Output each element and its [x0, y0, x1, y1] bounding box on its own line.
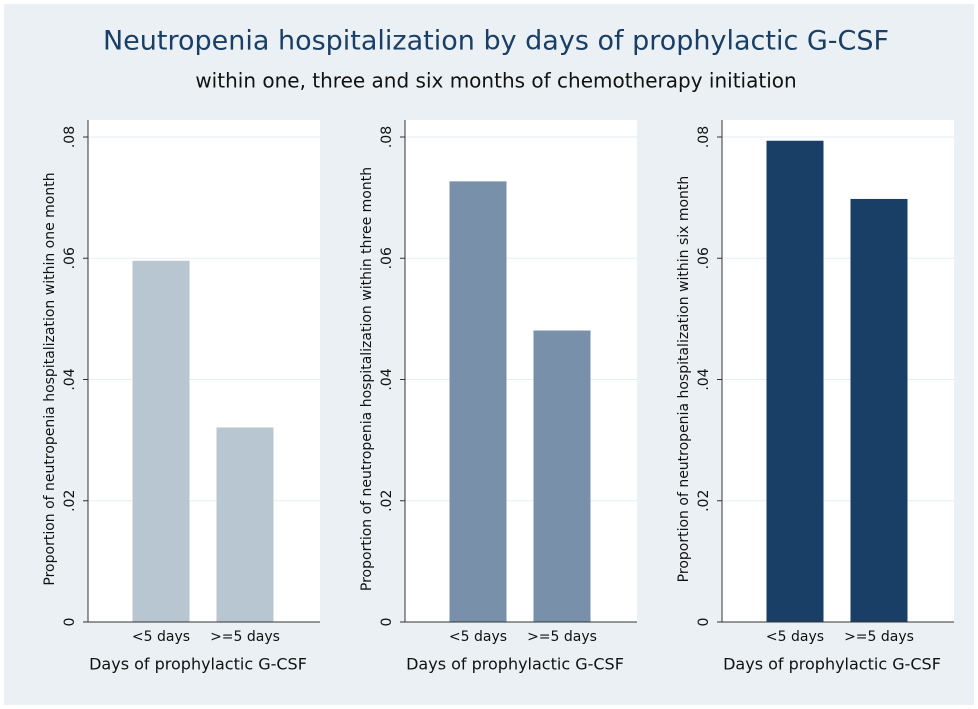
y-axis-title: Proportion of neutropenia hospitalizatio…: [42, 172, 58, 585]
y-tick-label: .02: [379, 490, 395, 512]
y-tick-label: .02: [62, 490, 78, 512]
chart-title: Neutropenia hospitalization by days of p…: [103, 26, 889, 57]
y-tick-label: .02: [696, 490, 712, 512]
y-tick-label: .08: [696, 126, 712, 148]
plot-area: [88, 120, 320, 622]
y-tick-label: .08: [379, 126, 395, 148]
bar: [449, 181, 507, 623]
bar: [216, 427, 274, 623]
bar: [132, 260, 190, 623]
x-axis-title: Days of prophylactic G-CSF: [723, 655, 941, 674]
x-axis-title: Days of prophylactic G-CSF: [89, 655, 307, 674]
x-tick-label: <5 days: [449, 629, 507, 645]
y-axis-title: Proportion of neutropenia hospitalizatio…: [676, 176, 692, 583]
bar: [766, 140, 824, 623]
x-tick-label: >=5 days: [844, 629, 914, 645]
y-tick-label: .04: [696, 368, 712, 390]
y-tick-label: .06: [62, 247, 78, 269]
y-tick-label: .08: [62, 126, 78, 148]
y-tick-label: .04: [379, 368, 395, 390]
x-axis-title: Days of prophylactic G-CSF: [406, 655, 624, 674]
plot-area: [722, 120, 954, 622]
x-tick-label: <5 days: [766, 629, 824, 645]
bar: [533, 330, 591, 623]
x-tick-label: >=5 days: [210, 629, 280, 645]
y-axis-title: Proportion of neutropenia hospitalizatio…: [359, 167, 375, 591]
y-tick-label: 0: [62, 618, 78, 627]
y-tick-label: 0: [379, 618, 395, 627]
plot-area: [405, 120, 637, 622]
x-tick-label: <5 days: [132, 629, 190, 645]
y-tick-label: .06: [379, 247, 395, 269]
y-tick-label: .06: [696, 247, 712, 269]
x-tick-label: >=5 days: [527, 629, 597, 645]
y-tick-label: 0: [696, 618, 712, 627]
chart-subtitle: within one, three and six months of chem…: [195, 69, 796, 93]
bar: [850, 198, 908, 623]
y-tick-label: .04: [62, 368, 78, 390]
